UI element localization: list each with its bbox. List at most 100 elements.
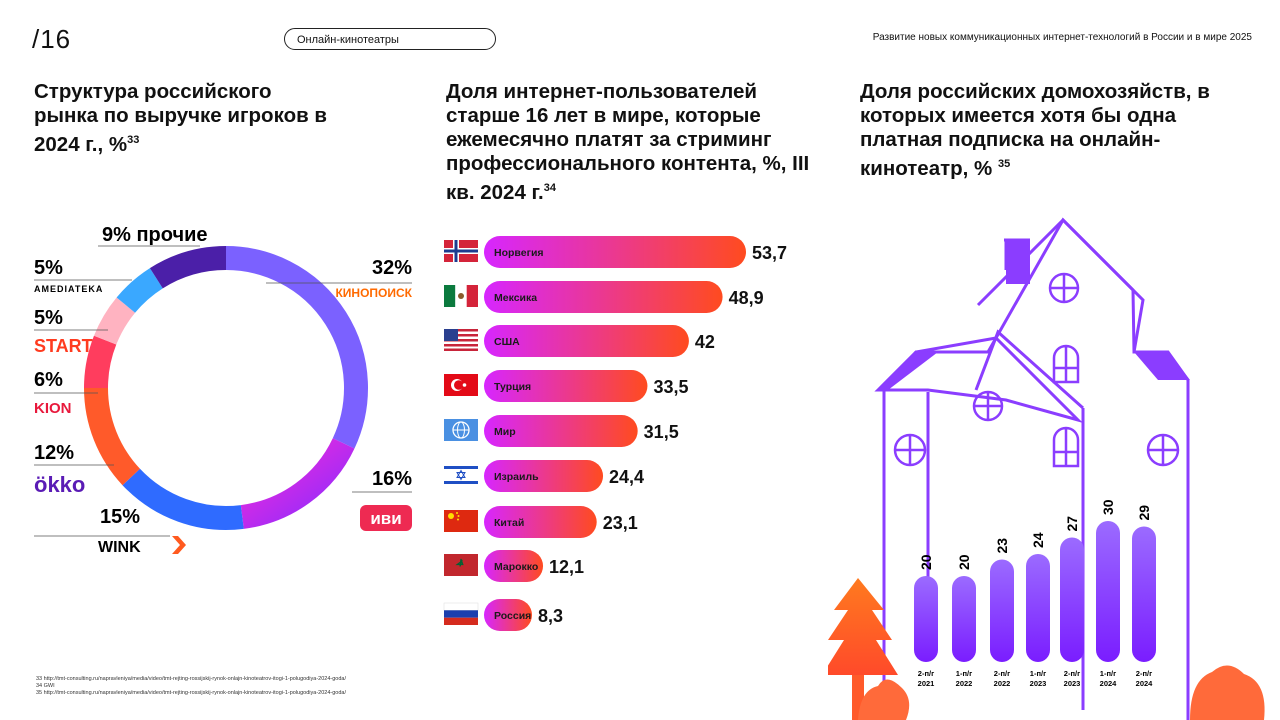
hbar-3 [484,370,648,402]
vbar-value-0: 20 [918,554,934,570]
hbar-value-5: 24,4 [609,467,644,487]
footnote-35: 35 http://tmt-consulting.ru/napravleniya… [36,690,346,696]
arched-window-1-icon [1052,344,1080,384]
donut-slice-0 [225,246,368,449]
vbar-value-3: 24 [1030,532,1046,548]
vbar-value-5: 30 [1100,499,1116,515]
donut-slices [84,246,368,530]
start-logo: START [34,336,93,356]
vbar-value-6: 29 [1136,505,1152,521]
footnote-34: 34 GWI [36,683,55,689]
donut-slice-4 [84,335,117,389]
flag-turkey-icon [444,374,478,396]
hbar-category-3: Турция [494,381,531,393]
window-icons [893,272,1180,468]
vbar-category-2-1: 2022 [994,679,1011,688]
donut-slice-1 [240,437,355,529]
households-title-text: Доля российских домохозяйств, в которых … [860,80,1210,180]
hbar-category-6: Китай [494,517,524,529]
donut-slice-6 [116,268,164,314]
vbar-5 [1096,521,1120,662]
hbar-category-4: Мир [494,426,516,438]
report-title: Развитие новых коммуникационных интернет… [872,32,1252,43]
vbar-category-0-0: 2-п/г [918,669,934,678]
slice-label-start: 5% [34,307,63,329]
hbar-0 [484,236,746,268]
flag-world-icon [444,419,478,441]
flag-usa-icon [444,329,478,351]
donut-slice-2 [122,468,244,530]
okko-logo: ökko [34,472,85,497]
hbar-category-2: США [494,336,520,348]
flag-mexico-icon [444,285,478,307]
chimney [1006,240,1030,284]
vbar-category-3-1: 2023 [1030,679,1047,688]
footnote-33: 33 http://tmt-consulting.ru/napravleniya… [36,676,346,682]
slice-label-wink: 15% [100,506,140,528]
bush-left [858,679,910,720]
donut-slice-7 [149,246,227,289]
flag-israel-icon [444,464,478,486]
kinopoisk-logo: КИНОПОИСК [335,286,412,300]
flag-russia-icon [443,602,479,625]
slice-label-ivi: 16% [372,468,412,490]
kion-logo: KION [34,400,72,417]
hbar-category-7: Марокко [494,561,538,573]
vbar-category-1-0: 1-п/г [956,669,972,678]
vbar-value-1: 20 [956,554,972,570]
streaming-share-title-text: Доля интернет-пользователей старше 16 ле… [446,80,810,204]
households-footnote-ref: 35 [997,158,1011,170]
vbar-2 [990,559,1014,662]
slice-label-okko: 12% [34,442,74,464]
streaming-footnote-ref: 34 [543,182,556,194]
flag-norway-icon [444,240,478,262]
vbar-1 [952,576,976,662]
vbar-category-4-0: 2-п/г [1064,669,1080,678]
vbar-0 [914,576,938,662]
vbar-category-3-0: 1-п/г [1030,669,1046,678]
ivi-logo-badge [360,505,412,531]
amediateka-logo: AMEDIATEKA [34,284,103,294]
vbar-category-4-1: 2023 [1064,679,1081,688]
arched-window-2-icon [1052,426,1080,468]
hbar-category-5: Израиль [494,471,539,483]
vbar-3 [1026,554,1050,662]
ivi-logo: иви [370,509,401,528]
hbar-4 [484,415,638,447]
hbar-category-8: Россия [494,610,531,622]
wink-arrow-icon [172,536,186,554]
section-tag[interactable]: Онлайн-кинотеатры [284,28,496,50]
hbar-8 [484,599,532,631]
market-structure-title: Структура российского рынка по выручке и… [34,80,334,157]
hbar-6 [484,506,597,538]
households-title: Доля российских домохозяйств, в которых … [860,80,1220,181]
hbar-category-0: Норвегия [494,247,544,259]
hbar-category-1: Мексика [494,292,537,304]
bush-right [1190,665,1265,720]
vbar-category-6-1: 2024 [1136,679,1154,688]
slice-label-kion: 6% [34,369,63,391]
hbar-7 [484,550,544,582]
donut-slice-3 [84,387,141,486]
streaming-share-title: Доля интернет-пользователей старше 16 ле… [446,80,826,205]
hbar-value-6: 23,1 [603,513,638,533]
donut-slice-5 [93,297,136,345]
vbar-4 [1060,537,1084,662]
vbar-category-6-0: 2-п/г [1136,669,1152,678]
vbar-category-0-1: 2021 [918,679,935,688]
households-house-chart: 202-п/г2021201-п/г2022232-п/г2022241-п/г… [828,217,1265,720]
vbar-category-1-1: 2022 [956,679,973,688]
market-footnote-ref: 33 [127,134,140,146]
vbar-category-2-0: 2-п/г [994,669,1010,678]
vbar-value-4: 27 [1064,516,1080,532]
hbar-value-0: 53,7 [752,243,787,263]
slice-label-other: 9% прочие [102,224,208,246]
vbar-6 [1132,526,1156,662]
streaming-bar-chart: Норвегия 53,7 Мексика 48,9 США 42 Турция 33,5 Ми… [443,236,787,631]
hbar-1 [484,281,723,313]
roof-right-fill [1134,352,1190,380]
hbar-value-2: 42 [695,332,715,352]
market-donut-chart: 9% прочие 32% КИНОПОИСК 16% иви 15% WINK… [34,224,413,556]
slice-label-kinopoisk: 32% [372,257,412,279]
flag-china-icon [444,510,478,532]
